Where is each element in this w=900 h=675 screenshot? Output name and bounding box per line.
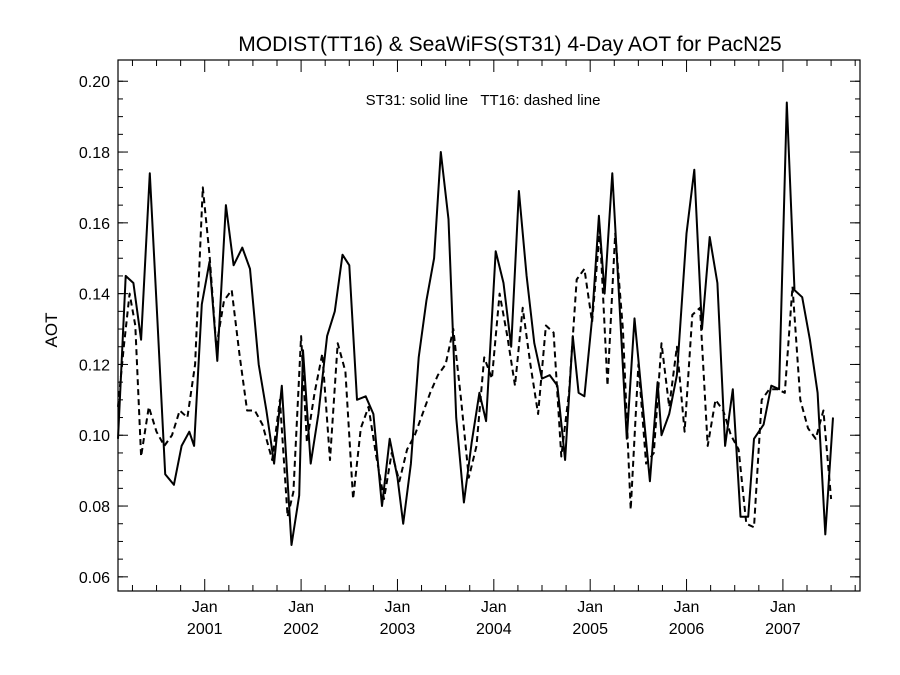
x-tick-year-label: 2007 [765, 621, 801, 638]
y-tick-label: 0.16 [79, 216, 110, 233]
x-tick-month-label: Jan [385, 599, 411, 616]
x-tick-month-label: Jan [770, 599, 796, 616]
x-tick-month-label: Jan [481, 599, 507, 616]
x-tick-year-label: 2003 [380, 621, 416, 638]
plot-frame [117, 59, 861, 592]
y-tick-label: 0.08 [79, 499, 110, 516]
x-tick-year-label: 2001 [187, 621, 223, 638]
series-line-tt16 [117, 186, 833, 529]
x-axis-ticks: Jan 2001 Jan 2002 Jan 2003 Jan 2004 Jan 2005 Jan 20… [131, 60, 856, 638]
x-tick-month-label: Jan [674, 599, 700, 616]
x-tick-year-label: 2004 [476, 621, 512, 638]
y-tick-label: 0.06 [79, 570, 110, 587]
series-layer [117, 101, 834, 546]
y-tick-label: 0.18 [79, 145, 110, 162]
series-legend-annotation: ST31: solid line TT16: dashed line [366, 92, 601, 109]
chart-title: MODIST(TT16) & SeaWiFS(ST31) 4-Day AOT f… [238, 33, 781, 56]
y-axis-label: AOT [42, 313, 61, 348]
y-tick-label: 0.14 [79, 287, 110, 304]
y-axis-ticks: 0.06 0.08 0.10 0.12 0.14 0.16 0.18 0.20 [79, 74, 860, 587]
series-line-st31 [117, 101, 834, 546]
x-tick-year-label: 2002 [283, 621, 319, 638]
y-tick-label: 0.12 [79, 357, 110, 374]
x-tick-month-label: Jan [288, 599, 314, 616]
x-tick-year-label: 2005 [572, 621, 608, 638]
x-tick-year-label: 2006 [669, 621, 705, 638]
x-tick-month-label: Jan [192, 599, 218, 616]
y-tick-label: 0.10 [79, 428, 110, 445]
y-tick-label: 0.20 [79, 74, 110, 91]
x-tick-month-label: Jan [577, 599, 603, 616]
